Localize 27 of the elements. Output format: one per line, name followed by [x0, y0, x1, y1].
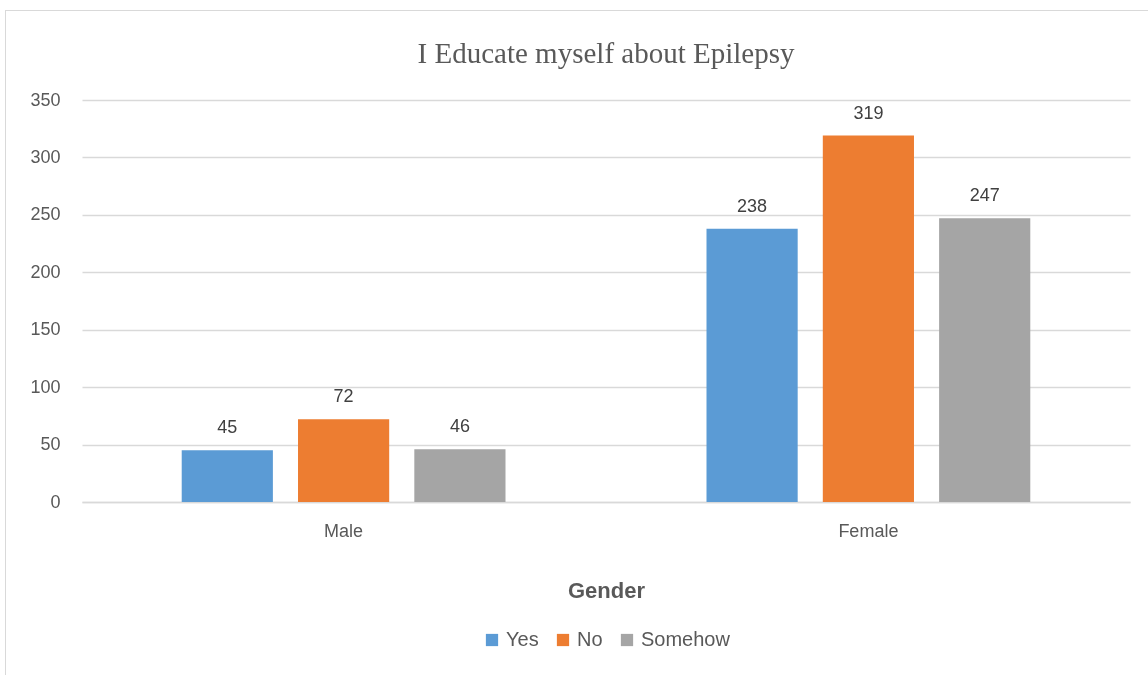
data-label: 247 — [969, 185, 1000, 206]
legend-label: Yes — [506, 628, 539, 650]
chart-title: I Educate myself about Epilepsy — [417, 37, 795, 69]
y-tick-label: 350 — [30, 89, 61, 110]
bar — [181, 450, 273, 502]
y-tick-label: 100 — [30, 376, 61, 397]
bar — [706, 228, 798, 502]
data-label: 238 — [737, 195, 768, 216]
data-label: 45 — [217, 417, 238, 438]
y-tick-label: 200 — [30, 261, 61, 282]
bar — [414, 449, 506, 502]
legend-label: Somehow — [641, 628, 731, 650]
y-tick-label: 250 — [30, 204, 61, 225]
y-tick-label: 0 — [50, 491, 61, 512]
bar — [939, 218, 1031, 502]
data-label: 72 — [333, 386, 354, 407]
y-tick-label: 150 — [30, 319, 61, 340]
bar — [298, 419, 390, 502]
x-axis-title: Gender — [567, 577, 646, 603]
bar — [822, 135, 914, 502]
y-tick-label: 300 — [30, 146, 61, 167]
data-label: 46 — [449, 416, 470, 437]
y-tick-label: 50 — [40, 434, 61, 455]
x-tick-label: Female — [838, 520, 899, 541]
legend-label: No — [577, 628, 603, 650]
data-label: 319 — [853, 102, 884, 123]
x-tick-label: Male — [324, 520, 364, 541]
